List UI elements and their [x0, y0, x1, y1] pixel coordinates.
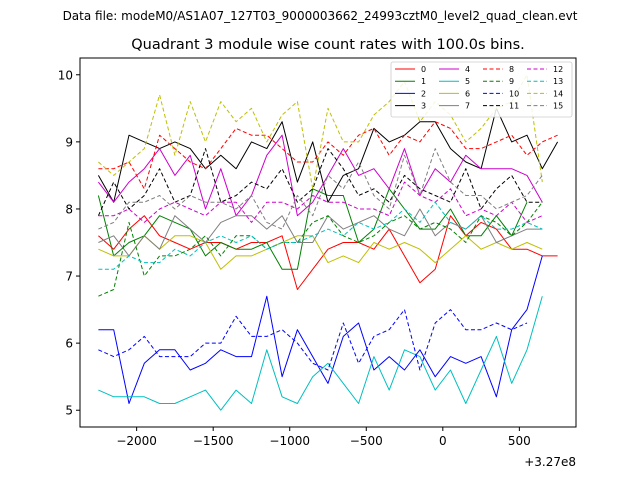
series-line-0 — [98, 215, 558, 290]
legend-label-6: 6 — [465, 89, 470, 98]
legend-label-13: 13 — [553, 77, 563, 86]
series-line-12 — [98, 181, 543, 223]
series-line-10 — [98, 309, 528, 371]
legend-label-3: 3 — [421, 102, 426, 111]
legend-label-4: 4 — [465, 65, 470, 74]
series-line-1 — [97, 188, 528, 270]
legend-label-0: 0 — [421, 65, 426, 74]
series-line-15 — [98, 148, 543, 230]
y-tick-label: 6 — [65, 337, 73, 351]
series-layer — [97, 74, 559, 411]
legend-label-5: 5 — [465, 77, 470, 86]
chart-title: Quadrant 3 module wise count rates with … — [131, 37, 525, 53]
series-line-4 — [98, 134, 543, 217]
x-tick-label: −2000 — [116, 434, 157, 448]
plot-frame — [79, 57, 577, 428]
legend-label-15: 15 — [553, 102, 563, 111]
figure-suptitle: Data file: modeM0/AS1A07_127T03_90000036… — [63, 9, 578, 23]
x-tick-label: 0 — [439, 434, 447, 448]
legend-label-2: 2 — [421, 89, 426, 98]
series-line-13 — [98, 201, 543, 270]
legend-label-12: 12 — [553, 65, 563, 74]
y-tick-label: 7 — [65, 270, 73, 284]
x-tick-label: 500 — [508, 434, 531, 448]
x-tick-label: −500 — [350, 434, 383, 448]
series-line-11 — [97, 148, 543, 216]
y-axis: 5 6 7 8 9 10 — [58, 68, 80, 418]
legend-box — [390, 61, 573, 118]
legend-label-11: 11 — [509, 102, 519, 111]
legend-label-7: 7 — [465, 102, 470, 111]
y-tick-label: 8 — [65, 202, 73, 216]
legend-label-8: 8 — [509, 65, 514, 74]
y-tick-label: 5 — [65, 404, 73, 418]
legend-label-9: 9 — [509, 77, 514, 86]
series-line-8 — [98, 121, 558, 190]
legend-label-1: 1 — [421, 77, 426, 86]
x-offset-label: +3.27e8 — [524, 455, 576, 469]
legend-label-10: 10 — [509, 89, 519, 98]
legend-label-14: 14 — [553, 89, 563, 98]
series-line-9 — [98, 201, 543, 297]
x-tick-label: −1500 — [193, 434, 234, 448]
y-tick-label: 10 — [58, 68, 73, 82]
x-tick-label: −1000 — [269, 434, 310, 448]
y-tick-label: 9 — [65, 135, 73, 149]
x-axis: −2000 −1500 −1000 −500 0 500 — [116, 427, 531, 448]
series-line-5 — [98, 296, 543, 411]
